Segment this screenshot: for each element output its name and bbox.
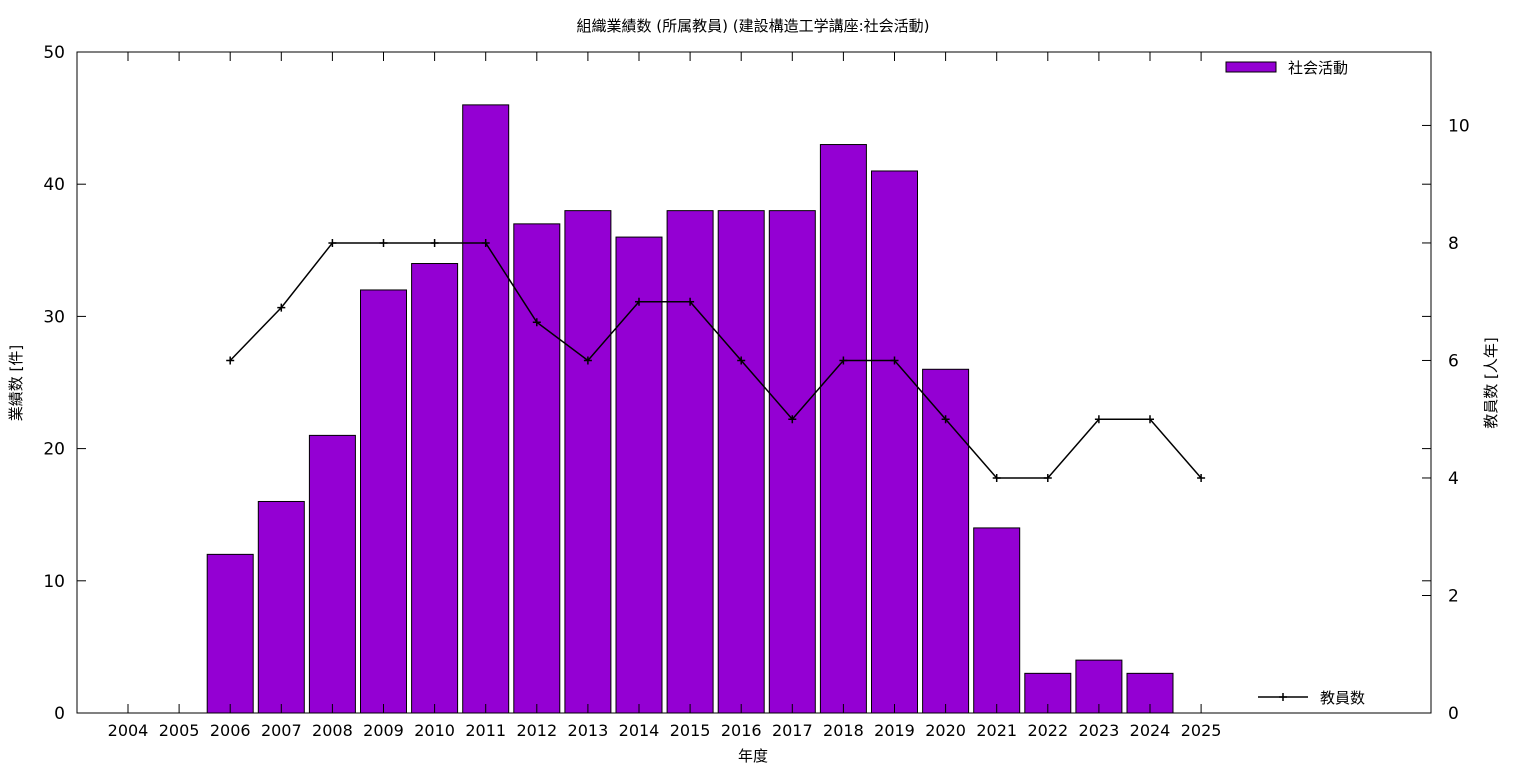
x-tick-label: 2008 [312, 721, 353, 740]
x-tick-label: 2004 [108, 721, 149, 740]
teacher-count-point-2016 [737, 356, 746, 365]
bar-2007 [257, 500, 305, 714]
y2-tick-label: 0 [1448, 704, 1459, 724]
teacher-count-point-2006 [226, 356, 235, 365]
y-tick-label: 30 [43, 307, 65, 327]
x-tick-label: 2023 [1079, 721, 1120, 740]
legend-bar-swatch [1225, 61, 1277, 73]
x-axis-label: 年度 [738, 747, 768, 765]
x-tick-label: 2022 [1027, 721, 1068, 740]
bar-2020 [922, 368, 970, 714]
teacher-count-point-2010 [430, 238, 439, 247]
x-tick-label: 2012 [516, 721, 557, 740]
teacher-count-point-2020 [941, 415, 950, 424]
bar-2009 [360, 289, 407, 714]
bar-2021 [973, 527, 1021, 714]
x-tick-label: 2015 [670, 721, 711, 740]
teacher-count-point-2017 [788, 415, 797, 424]
teacher-count-point-2015 [686, 297, 695, 306]
y2-tick-label: 2 [1448, 586, 1459, 606]
bar-2011 [462, 104, 510, 714]
y2-axis-label: 教員数 [人年] [1482, 337, 1500, 428]
teacher-count-point-2014 [635, 297, 643, 306]
x-tick-label: 2010 [414, 721, 455, 740]
x-tick-label: 2018 [823, 721, 864, 740]
x-tick-label: 2013 [568, 721, 609, 740]
teacher-count-point-2009 [379, 238, 388, 247]
x-tick-label: 2016 [721, 721, 762, 740]
y-tick-label: 20 [43, 440, 65, 460]
bar-series [206, 104, 1174, 714]
teacher-count-point-2019 [890, 356, 899, 365]
bar-2016 [717, 210, 765, 714]
bar-2006 [206, 553, 254, 714]
x-tick-label: 2024 [1130, 721, 1171, 740]
y2-tick-label: 6 [1448, 351, 1459, 371]
x-tick-label: 2021 [976, 721, 1017, 740]
bar-2013 [564, 210, 612, 714]
bar-2019 [871, 170, 918, 714]
x-tick-label: 2019 [874, 721, 915, 740]
x-tick-label: 2011 [465, 721, 506, 740]
bar-2010 [411, 263, 459, 714]
teacher-count-point-2021 [992, 473, 1001, 482]
x-tick-label: 2006 [210, 721, 251, 740]
axes: 0 10 20 30 40 50 0 2 4 6 8 10 2004 2005 2006 2007 2008 20… [43, 43, 1469, 740]
teacher-count-point-2011 [481, 238, 490, 247]
bar-2014 [615, 236, 663, 714]
teacher-count-point-2013 [583, 356, 592, 365]
teacher-count-point-2024 [1146, 415, 1154, 424]
bar-2018 [819, 144, 867, 714]
legend-line-marker [1279, 693, 1287, 701]
bar-2008 [308, 434, 356, 714]
x-tick-label: 2025 [1181, 721, 1222, 740]
y2-tick-label: 8 [1448, 234, 1459, 254]
teacher-count-point-2008 [328, 238, 337, 247]
x-tick-label: 2014 [619, 721, 660, 740]
y2-tick-label: 4 [1448, 469, 1459, 489]
x-tick-label: 2007 [261, 721, 302, 740]
bar-2012 [513, 223, 561, 714]
x-tick-label: 2005 [159, 721, 200, 740]
teacher-count-point-2018 [839, 356, 848, 365]
y-tick-label: 0 [54, 704, 65, 724]
x-tick-label: 2009 [363, 721, 404, 740]
bar-2015 [666, 210, 714, 714]
x-tick-label: 2020 [925, 721, 966, 740]
teacher-count-point-2025 [1197, 473, 1206, 482]
chart-title: 組織業績数 (所属教員) (建設構造工学講座:社会活動) [576, 17, 929, 35]
teacher-count-point-2022 [1043, 473, 1052, 482]
legend-bar-label: 社会活動 [1288, 59, 1348, 77]
y2-tick-label: 10 [1448, 116, 1470, 136]
legend-line-label: 教員数 [1320, 689, 1365, 707]
y-tick-label: 40 [43, 175, 65, 195]
teacher-count-point-2023 [1094, 415, 1103, 424]
y-tick-label: 50 [43, 43, 65, 63]
bar-2017 [768, 210, 816, 714]
teacher-count-point-2012 [532, 318, 541, 327]
y-axis-label: 業績数 [件] [7, 345, 25, 421]
line-series [226, 238, 1206, 482]
teacher-count-line [229, 242, 1202, 479]
plot-frame [76, 51, 1432, 714]
y-tick-label: 10 [43, 572, 65, 592]
teacher-count-point-2007 [277, 303, 286, 312]
x-tick-label: 2017 [772, 721, 813, 740]
